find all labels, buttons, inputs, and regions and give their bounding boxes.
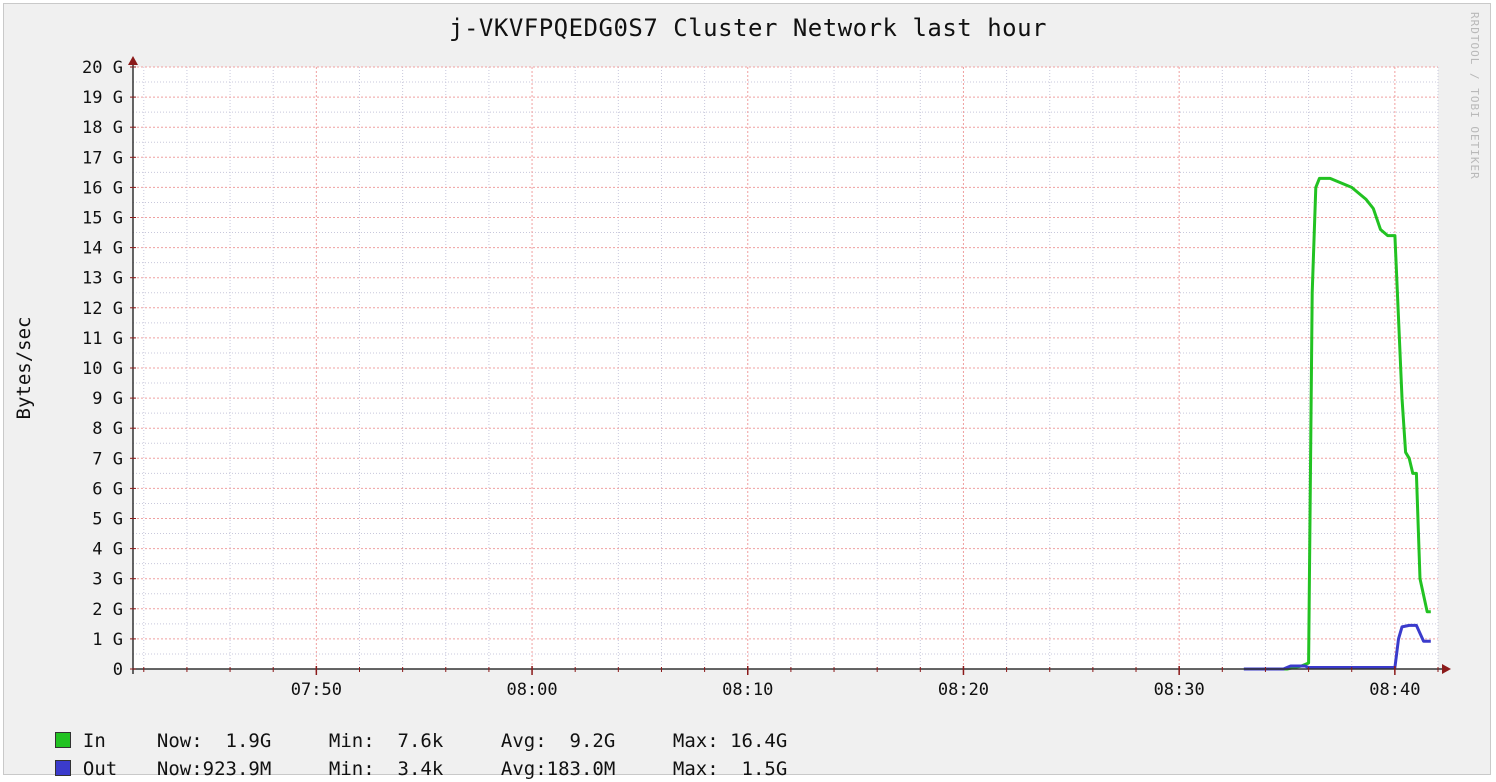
- y-tick-label: 7 G: [92, 449, 123, 469]
- legend-now: Now:923.9M: [156, 758, 272, 780]
- x-tick-label: 08:40: [1369, 680, 1420, 700]
- legend-swatch-in: [54, 732, 71, 748]
- x-tick-label: 07:50: [291, 680, 342, 700]
- y-tick-label: 1 G: [92, 630, 123, 650]
- y-tick-label: 5 G: [92, 510, 123, 530]
- y-tick-label: 11 G: [82, 329, 123, 349]
- y-tick-label: 19 G: [82, 88, 123, 108]
- axes: [128, 56, 1451, 675]
- legend-max: Max: 1.5G: [672, 758, 788, 780]
- y-tick-label: 2 G: [92, 600, 123, 620]
- y-tick-label: 6 G: [92, 479, 123, 499]
- y-tick-label: 3 G: [92, 570, 123, 590]
- y-tick-label: 12 G: [82, 299, 123, 319]
- y-tick-label: 0: [113, 660, 123, 680]
- y-axis-label: Bytes/sec: [13, 317, 35, 420]
- legend-max: Max: 16.4G: [672, 730, 788, 752]
- legend-row-in: In Now: 1.9G Min: 7.6k Avg: 9.2G Max: 16.4G: [32, 708, 787, 752]
- y-tick-label: 16 G: [82, 178, 123, 198]
- series-group: [1243, 176, 1431, 671]
- legend-name: Out: [82, 758, 118, 780]
- legend-avg: Avg:183.0M: [500, 758, 616, 780]
- legend-avg: Avg: 9.2G: [500, 730, 616, 752]
- legend-row-out: Out Now:923.9M Min: 3.4k Avg:183.0M Max: 1.5…: [32, 736, 787, 780]
- x-tick-label: 08:30: [1154, 680, 1205, 700]
- legend-min: Min: 7.6k: [328, 730, 444, 752]
- y-tick-label: 10 G: [82, 359, 123, 379]
- y-tick-label: 8 G: [92, 419, 123, 439]
- legend-name: In: [82, 730, 106, 752]
- series-line-in: [1243, 176, 1431, 671]
- x-tick-labels: 07:50 08:00 08:10 08:20 08:30 08:40: [291, 680, 1421, 700]
- chart-title: j-VKVFPQEDG0S7 Cluster Network last hour: [449, 14, 1047, 42]
- rrdtool-watermark: RRDTOOL / TOBI OETIKER: [1468, 12, 1481, 180]
- y-tick-label: 20 G: [82, 58, 123, 78]
- y-tick-label: 9 G: [92, 389, 123, 409]
- y-tick-label: 17 G: [82, 148, 123, 168]
- y-tick-label: 14 G: [82, 239, 123, 259]
- legend-now: Now: 1.9G: [156, 730, 272, 752]
- series-line-out: [1243, 623, 1431, 671]
- y-axis-arrow: [128, 56, 138, 65]
- legend-min: Min: 3.4k: [328, 758, 444, 780]
- x-axis-arrow: [1442, 664, 1451, 674]
- x-tick-label: 08:20: [938, 680, 989, 700]
- legend-swatch-out: [54, 760, 71, 776]
- x-tick-label: 08:10: [722, 680, 773, 700]
- y-tick-labels: 0 1 G 2 G 3 G 4 G 5 G 6 G 7 G 8 G 9 G 10 G 11 G 12 G…: [82, 58, 123, 680]
- y-tick-label: 13 G: [82, 269, 123, 289]
- y-tick-label: 18 G: [82, 118, 123, 138]
- x-tick-label: 08:00: [506, 680, 557, 700]
- grid: [133, 66, 1439, 669]
- y-tick-label: 15 G: [82, 209, 123, 229]
- y-tick-label: 4 G: [92, 540, 123, 560]
